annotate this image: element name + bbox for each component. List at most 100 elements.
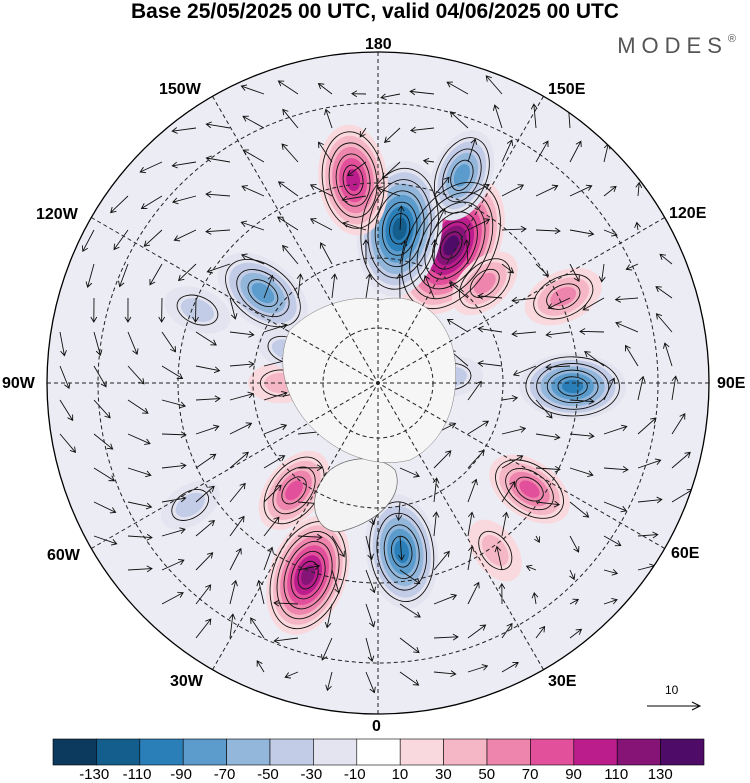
- wind-arrow: [127, 533, 153, 541]
- map-border: [46, 51, 710, 715]
- lon-label-30e: 30E: [548, 673, 577, 690]
- wind-arrow: [346, 161, 367, 177]
- wind-arrow: [171, 195, 197, 205]
- wind-arrow: [330, 273, 338, 299]
- colorbar-tick-label: -130: [79, 766, 110, 783]
- wind-arrow: [282, 244, 299, 265]
- wind-arrow: [446, 81, 469, 95]
- wind-arrow: [535, 399, 553, 419]
- wind-arrow: [530, 103, 538, 129]
- wind-arrow: [380, 93, 401, 101]
- colorbar-tick-label: 70: [521, 766, 539, 783]
- wind-arrow: [603, 229, 618, 237]
- streamline: [424, 211, 478, 280]
- wind-arrow: [467, 183, 490, 197]
- streamline: [450, 159, 474, 191]
- meridian-150: [212, 96, 544, 670]
- wind-arrow: [282, 108, 299, 129]
- map-title: Base 25/05/2025 00 UTC, valid 04/06/2025…: [131, 0, 619, 23]
- colorbar-tick-label: 50: [478, 766, 496, 783]
- wind-arrow: [603, 185, 617, 197]
- colorbar-swatch: [182, 738, 227, 766]
- wind-arrow: [195, 618, 212, 639]
- wind-arrow: [409, 88, 435, 96]
- wind-arrow: [161, 527, 186, 537]
- wind-arrow: [324, 603, 333, 629]
- anomaly-level: [285, 480, 303, 501]
- wind-arrow: [603, 501, 628, 513]
- wind-arrow: [584, 351, 605, 367]
- wind-arrow: [671, 412, 686, 435]
- anomaly-level: [251, 282, 275, 304]
- wind-arrow: [603, 569, 619, 576]
- wind-arrow: [501, 511, 509, 537]
- wind-arrow: [579, 328, 605, 335]
- wind-arrow: [161, 331, 177, 353]
- wind-arrow: [376, 186, 401, 197]
- wind-arrow: [263, 274, 275, 299]
- wind-arrow: [485, 75, 503, 95]
- streamline: [342, 164, 364, 196]
- wind-arrow: [161, 495, 187, 503]
- wind-arrow: [319, 242, 333, 265]
- wind-arrow: [477, 292, 503, 300]
- wind-arrow: [433, 207, 446, 231]
- streamline: [381, 201, 418, 256]
- wind-arrow: [205, 191, 231, 198]
- wind-arrow: [263, 516, 280, 537]
- colorbar-tick-label: -110: [122, 766, 152, 783]
- streamline: [525, 356, 620, 417]
- wind-arrow: [448, 281, 469, 299]
- colorbar-swatch: [96, 738, 141, 766]
- wind-arrow: [511, 330, 537, 338]
- wind-arrow: [467, 664, 489, 673]
- wind-arrow: [250, 617, 265, 639]
- wind-arrow: [614, 295, 639, 303]
- colorbar-swatch: [52, 738, 97, 766]
- wind-arrow: [127, 467, 152, 478]
- wind-arrow: [161, 365, 184, 379]
- wind-arrow: [501, 184, 525, 197]
- streamline: [390, 535, 413, 568]
- wind-arrow: [433, 670, 457, 678]
- wind-arrow: [124, 297, 132, 323]
- latitude-60: [177, 182, 579, 584]
- wind-arrow: [467, 449, 485, 469]
- wind-arrow: [569, 397, 595, 405]
- streamline: [374, 190, 425, 268]
- lon-label-90e: 90E: [717, 375, 746, 392]
- wind-arrow: [309, 184, 333, 197]
- wind-arrow: [467, 138, 478, 163]
- streamline: [276, 531, 340, 620]
- wind-arrow: [158, 297, 166, 323]
- arctic-coast: [282, 297, 456, 463]
- streamline: [409, 191, 494, 300]
- wind-arrow: [229, 547, 242, 571]
- wind-arrow: [297, 533, 323, 541]
- streamline: [225, 258, 301, 328]
- wind-arrow: [229, 330, 255, 338]
- brand-text: MODES: [617, 33, 728, 58]
- wind-arrow: [277, 181, 299, 197]
- anomaly-level: [473, 272, 496, 295]
- wind-arrow: [297, 563, 321, 571]
- wind-arrow: [547, 297, 571, 310]
- wind-arrow: [277, 80, 299, 95]
- wind-arrow: [395, 501, 403, 522]
- wind-arrow: [342, 221, 367, 231]
- colorbar-tick-label: -30: [300, 766, 323, 783]
- wind-arrow: [535, 500, 561, 508]
- wind-arrow: [325, 671, 333, 692]
- wind-arrow: [467, 511, 475, 537]
- wind-arrow: [59, 365, 71, 390]
- wind-arrow: [113, 229, 129, 251]
- wind-arrow: [127, 501, 153, 510]
- wind-arrow: [534, 535, 541, 543]
- wind-arrow: [59, 331, 67, 357]
- wind-arrow: [663, 342, 673, 367]
- colorbar-swatch: [530, 738, 575, 766]
- wind-arrow: [229, 297, 238, 320]
- streamline: [389, 213, 411, 245]
- wind-arrow: [341, 195, 367, 203]
- wind-arrow: [229, 579, 238, 605]
